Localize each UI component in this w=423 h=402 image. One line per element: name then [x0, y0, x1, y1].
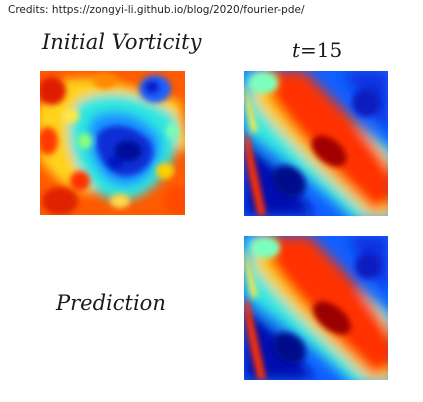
timestep-variable: t [292, 38, 301, 62]
prediction-label: Prediction [56, 291, 166, 315]
timestep-title: t=15 [292, 38, 342, 62]
initial-vorticity-image [40, 71, 185, 215]
initial-vorticity-title: Initial Vorticity [42, 30, 202, 54]
prediction-vorticity-image [244, 236, 388, 380]
timestep-value: =15 [300, 38, 343, 62]
t15-vorticity-image [244, 71, 388, 216]
credits-text: Credits: https://zongyi-li.github.io/blo… [8, 4, 305, 16]
